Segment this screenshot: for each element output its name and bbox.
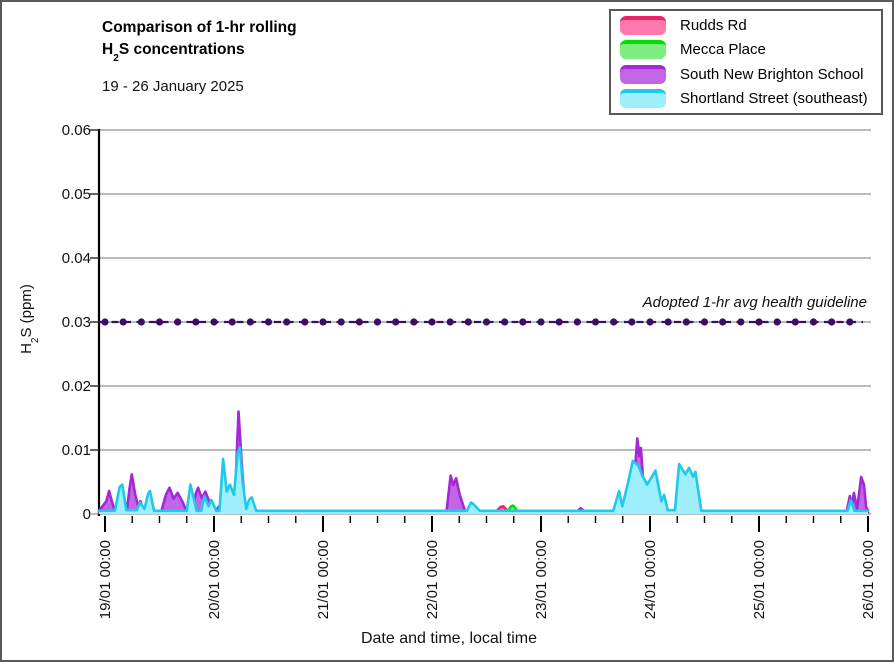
y-axis xyxy=(90,129,101,516)
svg-text:20/01 00:00: 20/01 00:00 xyxy=(206,540,223,619)
svg-text:23/01 00:00: 23/01 00:00 xyxy=(533,540,550,619)
x-ticks xyxy=(104,516,869,532)
legend-label: Mecca Place xyxy=(680,41,766,59)
x-tick-labels: 19/01 00:00 20/01 00:00 21/01 00:00 22/01 0… xyxy=(97,540,877,619)
legend-swatch-mecca-place xyxy=(620,40,666,60)
chart-title-block: Comparison of 1-hr rolling H2S concentra… xyxy=(102,17,297,95)
legend-swatch-shortland-street xyxy=(620,89,666,109)
legend-label: Rudds Rd xyxy=(680,16,747,34)
legend-item-rudds-rd: Rudds Rd xyxy=(611,13,881,37)
chart-title-line2: H2S concentrations xyxy=(102,41,245,64)
legend-item-south-new-brighton-school: South New Brighton School xyxy=(611,62,881,86)
health-guideline-line xyxy=(99,318,863,326)
chart-subtitle: 19 - 26 January 2025 xyxy=(102,78,244,96)
legend-item-shortland-street: Shortland Street (southeast) xyxy=(611,87,881,111)
svg-text:0.02: 0.02 xyxy=(62,378,91,395)
svg-text:26/01 00:00: 26/01 00:00 xyxy=(860,540,877,619)
legend-label: South New Brighton School xyxy=(680,65,864,83)
guideline-annotation: Adopted 1-hr avg health guideline xyxy=(642,294,867,311)
legend-swatch-rudds-rd xyxy=(620,15,666,35)
svg-text:0: 0 xyxy=(83,506,91,523)
svg-text:0.05: 0.05 xyxy=(62,186,91,203)
svg-text:0.04: 0.04 xyxy=(62,250,91,267)
svg-text:0.03: 0.03 xyxy=(62,314,91,331)
legend-box: Rudds Rd Mecca Place South New Brighton … xyxy=(609,9,883,115)
series-south-new-brighton-school xyxy=(97,410,870,514)
x-axis-title: Date and time, local time xyxy=(360,630,538,647)
svg-text:0.06: 0.06 xyxy=(62,122,91,139)
svg-text:0.01: 0.01 xyxy=(62,442,91,459)
svg-text:24/01 00:00: 24/01 00:00 xyxy=(642,540,659,619)
legend-item-mecca-place: Mecca Place xyxy=(611,38,881,62)
legend-label: Shortland Street (southeast) xyxy=(680,90,868,108)
svg-text:19/01 00:00: 19/01 00:00 xyxy=(97,540,114,619)
y-tick-labels: 0 0.01 0.02 0.03 0.04 0.05 0.06 xyxy=(62,122,91,523)
series-shortland-street-southeast- xyxy=(97,446,870,514)
chart-title-line1: Comparison of 1-hr rolling xyxy=(102,19,297,36)
legend-swatch-south-new-brighton-school xyxy=(620,64,666,84)
svg-text:22/01 00:00: 22/01 00:00 xyxy=(424,540,441,619)
svg-text:21/01 00:00: 21/01 00:00 xyxy=(315,540,332,619)
y-axis-title: H2S (ppm) xyxy=(18,284,41,354)
svg-text:25/01 00:00: 25/01 00:00 xyxy=(751,540,768,619)
